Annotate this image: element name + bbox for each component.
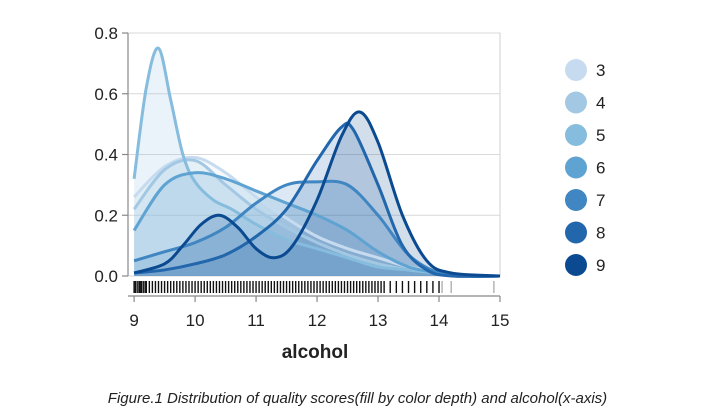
area-quality-3	[134, 157, 500, 277]
legend-label-4: 4	[596, 94, 605, 113]
legend-swatch-9	[565, 254, 587, 276]
y-tick-label-3: 0.6	[94, 85, 118, 104]
x-tick-label-6: 15	[491, 311, 510, 330]
rug-ticks	[133, 281, 495, 293]
legend-label-9: 9	[596, 256, 605, 275]
y-tick-label-0: 0.0	[94, 267, 118, 286]
legend-label-6: 6	[596, 159, 605, 178]
line-quality-8	[133, 121, 501, 278]
density-lines	[132, 46, 501, 278]
legend-label-5: 5	[596, 126, 605, 145]
legend-swatch-6	[565, 156, 587, 179]
area-quality-4	[134, 159, 500, 277]
legend-swatch-3	[565, 59, 587, 81]
y-tick-labels: 0.0 0.2 0.4 0.6 0.8	[94, 24, 118, 286]
line-quality-7	[133, 179, 501, 278]
x-tick-labels: 9 10 11 12 13 14 15	[129, 311, 509, 330]
legend-swatch-5	[565, 124, 587, 146]
x-tick-label-2: 11	[247, 311, 265, 330]
x-tick-label-3: 12	[308, 311, 327, 330]
x-tick-label-1: 10	[186, 311, 205, 330]
line-quality-5	[132, 46, 501, 278]
line-quality-9	[133, 110, 501, 278]
x-axis-title: alcohol	[282, 342, 349, 363]
area-quality-7	[134, 181, 500, 277]
x-tick-label-5: 14	[430, 311, 449, 330]
legend-label-8: 8	[596, 224, 605, 243]
density-chart: 0.0 0.2 0.4 0.6 0.8 9 10 11 12 13 14 15 alcohol 3 4…	[94, 24, 605, 363]
legend-swatch-4	[565, 91, 587, 114]
x-tick-label-0: 9	[129, 311, 138, 330]
axes	[122, 32, 501, 302]
y-tick-label-2: 0.4	[94, 146, 118, 165]
legend: 3 4 5 6 7 8 9	[565, 59, 605, 276]
x-tick-label-4: 13	[369, 311, 388, 330]
area-quality-9	[134, 111, 500, 276]
y-tick-label-4: 0.8	[94, 24, 118, 43]
y-tick-label-1: 0.2	[94, 206, 118, 225]
legend-label-7: 7	[596, 191, 605, 210]
legend-swatch-8	[565, 221, 587, 244]
legend-label-3: 3	[596, 61, 605, 80]
area-quality-6	[134, 172, 500, 277]
figure-caption: Figure.1 Distribution of quality scores(…	[107, 390, 608, 407]
legend-swatch-7	[565, 189, 587, 211]
